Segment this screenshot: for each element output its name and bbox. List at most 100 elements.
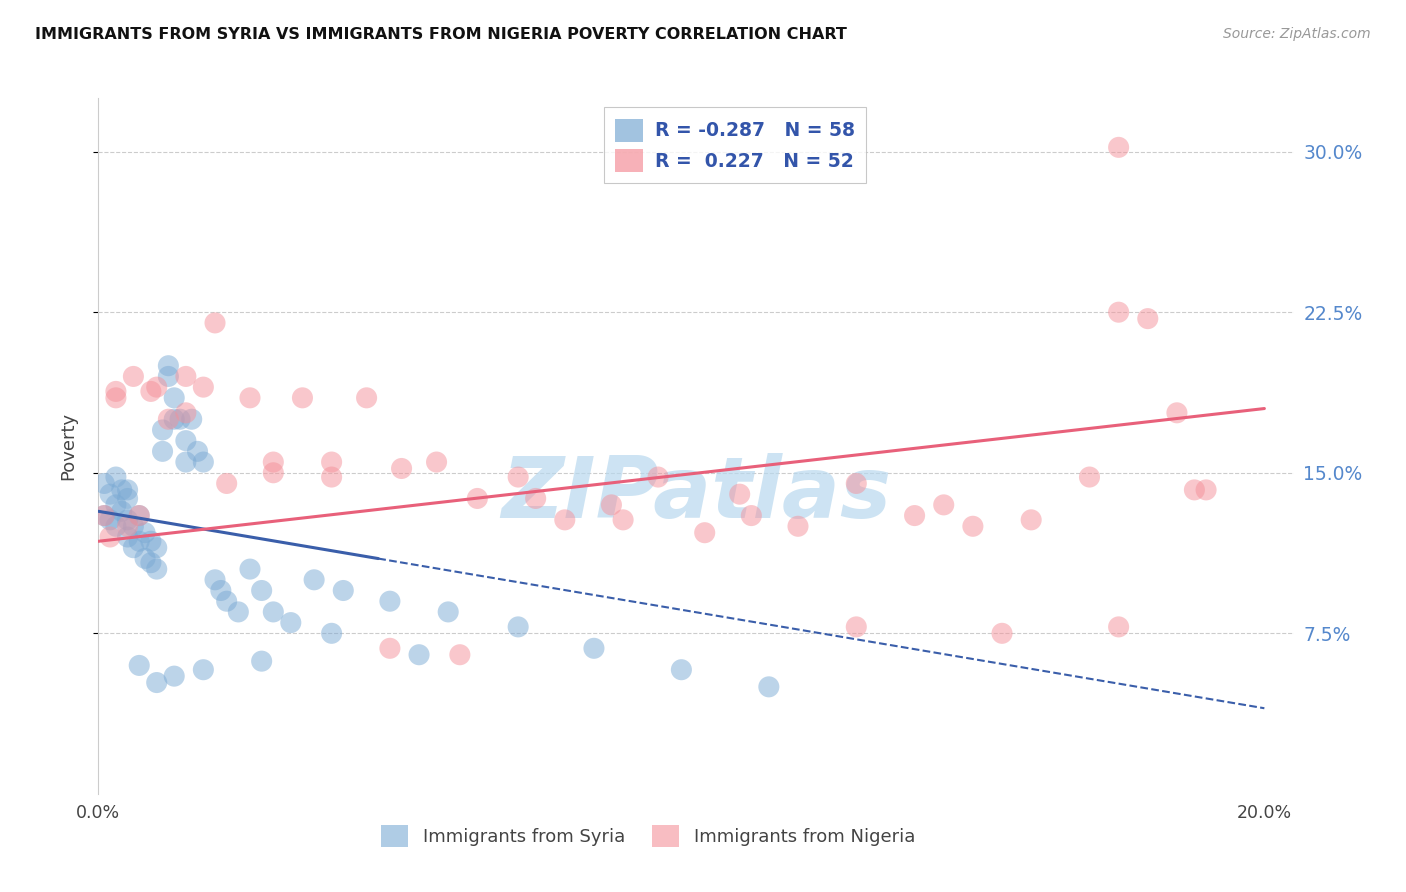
- Point: [152, 444, 174, 458]
- Point: [174, 455, 197, 469]
- Point: [204, 316, 226, 330]
- Point: [215, 594, 238, 608]
- Point: [437, 605, 460, 619]
- Point: [139, 384, 162, 399]
- Point: [378, 641, 401, 656]
- Point: [1195, 483, 1218, 497]
- Point: [104, 498, 127, 512]
- Point: [163, 412, 186, 426]
- Point: [845, 620, 868, 634]
- Point: [321, 470, 343, 484]
- Point: [524, 491, 547, 506]
- Point: [903, 508, 925, 523]
- Point: [671, 663, 693, 677]
- Point: [1184, 483, 1206, 497]
- Point: [209, 583, 232, 598]
- Point: [204, 573, 226, 587]
- Point: [408, 648, 430, 662]
- Point: [425, 455, 447, 469]
- Point: [845, 476, 868, 491]
- Point: [262, 466, 284, 480]
- Point: [104, 391, 127, 405]
- Point: [104, 384, 127, 399]
- Point: [93, 508, 115, 523]
- Point: [554, 513, 576, 527]
- Point: [758, 680, 780, 694]
- Point: [128, 534, 150, 549]
- Point: [174, 434, 197, 448]
- Point: [787, 519, 810, 533]
- Point: [152, 423, 174, 437]
- Point: [134, 525, 156, 540]
- Point: [157, 369, 180, 384]
- Point: [467, 491, 489, 506]
- Point: [128, 508, 150, 523]
- Point: [122, 519, 145, 533]
- Legend: Immigrants from Syria, Immigrants from Nigeria: Immigrants from Syria, Immigrants from N…: [374, 818, 922, 855]
- Point: [728, 487, 751, 501]
- Point: [1108, 620, 1130, 634]
- Point: [239, 562, 262, 576]
- Point: [1108, 305, 1130, 319]
- Point: [693, 525, 716, 540]
- Point: [291, 391, 314, 405]
- Point: [145, 541, 167, 555]
- Point: [163, 391, 186, 405]
- Point: [117, 491, 139, 506]
- Point: [280, 615, 302, 630]
- Point: [117, 513, 139, 527]
- Point: [157, 359, 180, 373]
- Point: [122, 369, 145, 384]
- Point: [93, 508, 115, 523]
- Point: [1078, 470, 1101, 484]
- Point: [321, 626, 343, 640]
- Point: [332, 583, 354, 598]
- Point: [139, 534, 162, 549]
- Point: [122, 541, 145, 555]
- Point: [250, 583, 273, 598]
- Point: [612, 513, 634, 527]
- Point: [134, 551, 156, 566]
- Point: [139, 556, 162, 570]
- Point: [145, 675, 167, 690]
- Text: Source: ZipAtlas.com: Source: ZipAtlas.com: [1223, 27, 1371, 41]
- Y-axis label: Poverty: Poverty: [59, 412, 77, 480]
- Point: [104, 519, 127, 533]
- Point: [157, 412, 180, 426]
- Point: [508, 620, 530, 634]
- Point: [117, 519, 139, 533]
- Point: [193, 455, 215, 469]
- Point: [98, 513, 121, 527]
- Point: [93, 476, 115, 491]
- Point: [239, 391, 262, 405]
- Point: [508, 470, 530, 484]
- Point: [145, 380, 167, 394]
- Point: [391, 461, 413, 475]
- Point: [169, 412, 191, 426]
- Point: [163, 669, 186, 683]
- Point: [1019, 513, 1042, 527]
- Point: [180, 412, 202, 426]
- Point: [117, 483, 139, 497]
- Point: [193, 663, 215, 677]
- Point: [98, 530, 121, 544]
- Point: [647, 470, 669, 484]
- Point: [378, 594, 401, 608]
- Point: [174, 406, 197, 420]
- Point: [991, 626, 1014, 640]
- Point: [321, 455, 343, 469]
- Point: [1136, 311, 1159, 326]
- Point: [962, 519, 984, 533]
- Point: [262, 455, 284, 469]
- Point: [104, 470, 127, 484]
- Point: [582, 641, 605, 656]
- Point: [111, 483, 134, 497]
- Text: ZIPatlas: ZIPatlas: [501, 453, 891, 536]
- Point: [932, 498, 955, 512]
- Point: [449, 648, 471, 662]
- Point: [111, 504, 134, 518]
- Point: [193, 380, 215, 394]
- Point: [128, 658, 150, 673]
- Point: [356, 391, 378, 405]
- Point: [250, 654, 273, 668]
